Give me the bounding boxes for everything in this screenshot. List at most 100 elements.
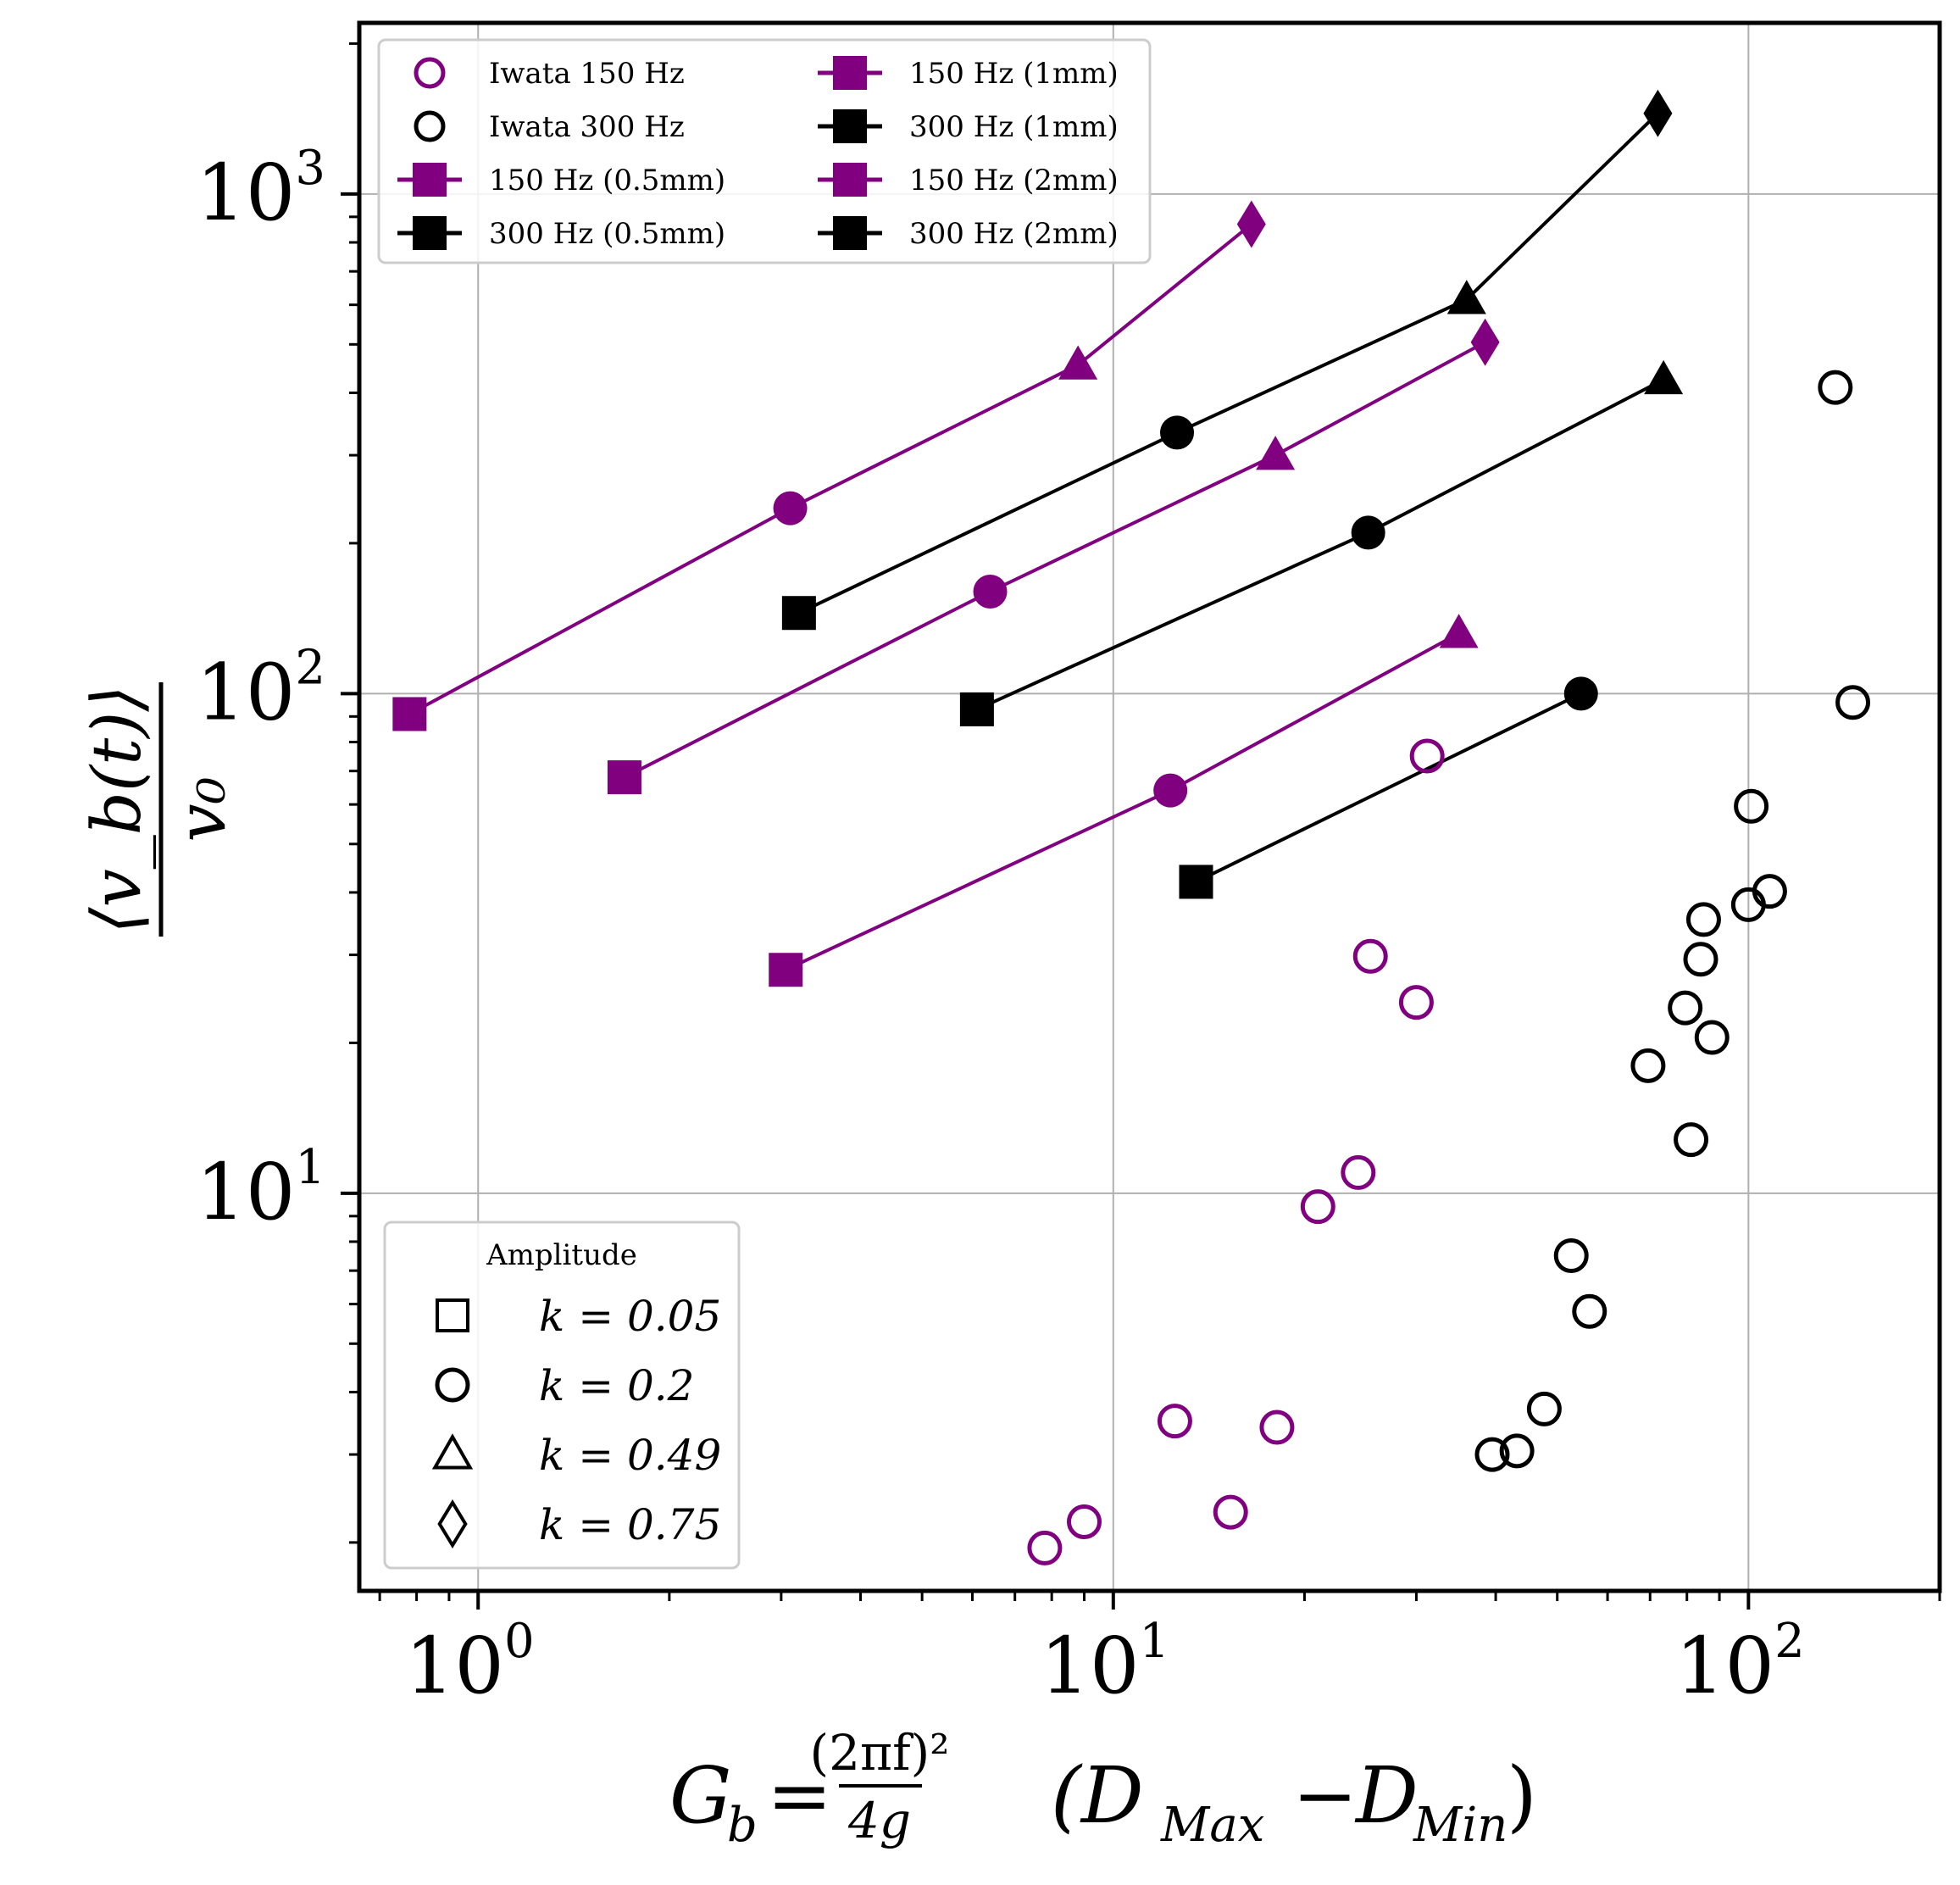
series-point [973, 575, 1008, 609]
iwata-point [1572, 1293, 1607, 1329]
iwata-series [1474, 370, 1871, 1472]
iwata-point [1835, 685, 1871, 720]
iwata-point [1674, 1122, 1709, 1158]
series-point [1643, 89, 1673, 137]
series-line [976, 378, 1665, 711]
legend-series-label: 150 Hz (2mm) [909, 164, 1119, 197]
series-line [798, 112, 1659, 615]
line-series [959, 359, 1684, 726]
legend-marker [833, 216, 867, 250]
series-point [1256, 436, 1296, 470]
iwata-series [1027, 738, 1445, 1565]
series-line [1195, 692, 1582, 884]
legend-series-label: Iwata 150 Hz [489, 57, 685, 91]
legend-series-entry: Iwata 300 Hz [414, 110, 685, 144]
legend-marker [833, 56, 867, 90]
legend-amplitude-entry: k = 0.75 [437, 1499, 721, 1549]
legend-amplitude-marker [435, 1367, 470, 1403]
svg-text:−: − [1292, 1750, 1358, 1841]
legend-amplitude-frame [383, 1221, 741, 1570]
iwata-point [1685, 902, 1721, 937]
iwata-point [1630, 1048, 1666, 1083]
y-tick-label: 101 [196, 1140, 325, 1237]
series-line [624, 341, 1486, 779]
axis-ticks: 100 101 102 101 102 103 [196, 42, 1941, 1711]
iwata-point [1352, 938, 1388, 974]
series-point [773, 491, 808, 525]
iwata-point [1683, 942, 1718, 977]
legend-marker [833, 109, 867, 143]
plot-frame [357, 20, 1942, 1593]
iwata-point [1553, 1237, 1589, 1273]
x-axis-label: G b = (2πf)² 4g (D Max − D Min ) [669, 1724, 1537, 1853]
series-point [1236, 200, 1266, 248]
series-point [1179, 865, 1213, 899]
series-point [1439, 614, 1479, 648]
legend-marker [413, 163, 447, 197]
series-point [1351, 515, 1385, 550]
legend-marker [833, 163, 867, 197]
series-point [1446, 280, 1486, 314]
axes [357, 20, 1942, 1593]
legend-amplitude-entry: k = 0.49 [431, 1431, 721, 1480]
series-point [959, 692, 994, 726]
iwata-point [1734, 788, 1769, 824]
iwata-point [1213, 1494, 1248, 1530]
x-tick-label: 101 [1040, 1614, 1169, 1711]
svg-text:=: = [767, 1750, 832, 1841]
svg-text:v₀: v₀ [162, 776, 241, 842]
iwata-point [1157, 1404, 1192, 1439]
line-series [392, 200, 1266, 731]
legend-series-label: 300 Hz (0.5mm) [489, 217, 725, 251]
series-point [1153, 773, 1188, 808]
iwata-point [1066, 1504, 1102, 1539]
line-series [781, 89, 1673, 631]
svg-text:Min: Min [1413, 1798, 1507, 1853]
legend-amplitude-marker [437, 1499, 468, 1549]
legend-series-label: 150 Hz (1mm) [909, 57, 1119, 91]
iwata-point [1341, 1154, 1376, 1190]
legend-amplitude-marker [431, 1433, 474, 1470]
legend-amplitude-label: k = 0.2 [539, 1361, 695, 1410]
iwata-point [1752, 874, 1787, 909]
svg-text:D: D [1354, 1750, 1419, 1841]
series-point [781, 596, 816, 631]
iwata-point [1818, 370, 1853, 405]
series-line [408, 222, 1253, 716]
iwata-point [1398, 985, 1434, 1020]
series-point [607, 760, 641, 795]
legend-series-frame [377, 38, 1152, 264]
series-point [1470, 318, 1500, 366]
iwata-point [1668, 990, 1703, 1026]
svg-text:(2πf)²: (2πf)² [810, 1724, 950, 1782]
svg-text:): ) [1507, 1750, 1537, 1841]
legend-series-label: Iwata 300 Hz [489, 110, 685, 144]
legend-marker [414, 57, 446, 89]
legend-amplitude-title: Amplitude [486, 1238, 637, 1272]
line-series [1179, 676, 1598, 899]
line-series [607, 318, 1500, 795]
series-point [1563, 676, 1598, 711]
legend-series-label: 300 Hz (1mm) [909, 110, 1119, 144]
legend-amplitude: Amplitude k = 0.05 k = 0.2 k = 0.49 k = 0.75 [383, 1221, 741, 1570]
legend-amplitude-label: k = 0.49 [539, 1431, 721, 1480]
legend-series-entry: 300 Hz (1mm) [818, 109, 1119, 144]
iwata-point [1259, 1410, 1295, 1445]
legend-amplitude-entry: k = 0.05 [436, 1292, 721, 1341]
y-tick-label: 103 [196, 141, 325, 238]
svg-text:G: G [669, 1750, 732, 1841]
iwata-point [1499, 1433, 1535, 1469]
data-series [392, 89, 1871, 1565]
legend-series-entry: 150 Hz (2mm) [818, 163, 1119, 197]
legend-series-entry: 300 Hz (0.5mm) [397, 216, 725, 251]
legend-amplitude-entry: k = 0.2 [435, 1361, 695, 1410]
svg-text:Max: Max [1160, 1798, 1264, 1853]
svg-text:⟨v_b(t)⟩: ⟨v_b(t)⟩ [77, 685, 156, 933]
x-tick-label: 100 [405, 1614, 535, 1711]
series-point [1160, 415, 1195, 450]
iwata-point [1409, 738, 1445, 774]
legend-series-entry: 300 Hz (2mm) [818, 216, 1119, 251]
legend-series-entry: 150 Hz (0.5mm) [397, 163, 725, 197]
legend-amplitude-marker [436, 1298, 469, 1332]
